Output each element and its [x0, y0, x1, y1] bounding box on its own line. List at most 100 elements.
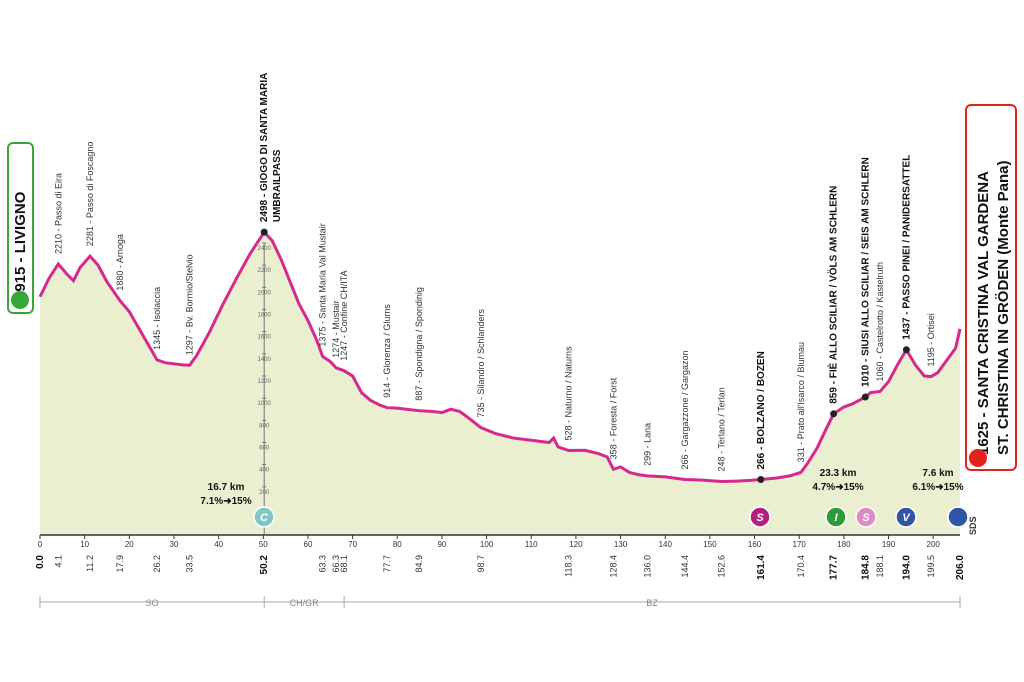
- icon-letter: S: [862, 512, 870, 524]
- region-label: CH/GR: [290, 598, 320, 608]
- waypoint-km: 152.6: [717, 555, 727, 578]
- y-tick-label: 800: [259, 423, 270, 429]
- waypoint-label: 1010 - SIUSI ALLO SCILIAR / SEIS AM SCHL…: [860, 157, 871, 387]
- start-label: 1915 - LIVIGNO: [12, 191, 29, 300]
- x-tick-label: 150: [703, 540, 717, 549]
- profile-fill: [40, 232, 960, 535]
- waypoint-km: 66.3: [331, 555, 341, 573]
- waypoint-km: 161.4: [756, 555, 767, 580]
- waypoint-km: 17.9: [115, 555, 125, 573]
- y-tick-label: 1600: [258, 335, 272, 341]
- climb-length: 23.3 km: [820, 468, 857, 479]
- waypoint-dot: [757, 476, 765, 484]
- waypoint-label: 248 - Terlano / Terlan: [717, 387, 727, 471]
- waypoint-label: 528 - Naturno / Naturns: [563, 346, 573, 441]
- y-tick-label: 2400: [258, 246, 272, 252]
- y-tick-label: 1000: [258, 401, 272, 407]
- region-label: BZ: [646, 598, 658, 608]
- region-label: SO: [146, 598, 159, 608]
- endpoint-km: 206.0: [955, 555, 966, 580]
- icon-letter: I: [834, 512, 838, 524]
- icon: [825, 506, 847, 528]
- waypoint-km: 11.2: [85, 555, 95, 572]
- y-tick-label: 2000: [258, 290, 272, 296]
- x-tick-label: 40: [214, 540, 223, 549]
- x-tick-label: 60: [304, 540, 313, 549]
- climb-gradient: 4.7%➜15%: [812, 482, 863, 493]
- y-tick-label: 1800: [258, 313, 272, 319]
- waypoint-label: 299 - Lana: [642, 423, 652, 466]
- climb-length: 7.6 km: [922, 468, 953, 479]
- x-tick-label: 190: [882, 540, 896, 549]
- x-tick-label: 170: [793, 540, 807, 549]
- start-box: [7, 142, 34, 314]
- waypoint-label: 1880 - Arnoga: [115, 234, 125, 291]
- waypoint-label: 1345 - Isolaccia: [152, 287, 162, 350]
- climb-gradient: 6.1%➜15%: [912, 482, 963, 493]
- x-tick-label: 110: [525, 540, 538, 549]
- icon-letter: V: [902, 512, 911, 524]
- y-tick-label: 400: [259, 468, 270, 474]
- sds-label: SDS: [968, 516, 978, 535]
- waypoint-km: 26.2: [152, 555, 162, 573]
- waypoint-km: 50.2: [259, 555, 270, 575]
- x-tick-label: 100: [480, 540, 494, 549]
- waypoint-label: 1060 - Castelrotto / Kastelruth: [875, 262, 885, 382]
- waypoint-label: UMBRAILPASS: [272, 149, 283, 222]
- waypoint-label: 887 - Spondigna / Spondinig: [414, 287, 424, 401]
- icon: [253, 506, 275, 528]
- x-tick-label: 0: [38, 540, 43, 549]
- waypoint-label: 735 - Silandro / Schlanders: [476, 308, 486, 417]
- x-tick-label: 200: [927, 540, 941, 549]
- waypoint-km: 118.3: [563, 555, 573, 577]
- icon-letter: C: [260, 512, 269, 524]
- x-tick-label: 30: [170, 540, 179, 549]
- finish-label: 1625 - SANTA CRISTINA VAL GARDENA: [975, 171, 992, 455]
- waypoint-km: 144.4: [680, 555, 690, 578]
- waypoint-label: 1297 - Bv. Bormio/Stelvio: [185, 254, 195, 355]
- waypoint-km: 77.7: [382, 555, 392, 573]
- waypoint-km: 84.9: [414, 555, 424, 573]
- waypoint-km: 4.1: [53, 555, 63, 568]
- finish-label: ST. CHRISTINA IN GRÖDEN (Monte Pana): [995, 161, 1012, 455]
- waypoint-km: 68.1: [339, 555, 349, 573]
- waypoint-label: 914 - Glorenza / Glurns: [382, 304, 392, 398]
- finish-box: [965, 104, 1017, 471]
- waypoint-label: 859 - FIÈ ALLO SCILIAR / VÖLS AM SCHLERN: [827, 186, 840, 404]
- waypoint-label: 358 - Foresta / Forst: [608, 377, 618, 459]
- waypoint-label: 1375 - Santa Maria Val Mustair: [318, 223, 328, 346]
- start-icon: [11, 291, 29, 309]
- x-tick-label: 180: [837, 540, 851, 549]
- waypoint-label: 1247 - Confine CH/ITA: [339, 270, 349, 360]
- waypoint-km: 184.8: [860, 555, 871, 580]
- x-tick-label: 130: [614, 540, 628, 549]
- waypoint-km: 128.4: [608, 555, 618, 578]
- waypoint-km: 33.5: [185, 555, 195, 573]
- waypoint-label: 266 - BOLZANO / BOZEN: [756, 351, 767, 469]
- climb-length: 16.7 km: [208, 482, 245, 493]
- waypoint-dot: [830, 410, 838, 418]
- x-tick-label: 20: [125, 540, 134, 549]
- waypoint-label: 2210 - Passo di Eira: [53, 173, 63, 254]
- x-tick-label: 80: [393, 540, 402, 549]
- waypoint-label: 2498 - GIOGO DI SANTA MARIA: [259, 73, 270, 222]
- icon: [947, 506, 969, 528]
- finish-icon: [969, 449, 987, 467]
- waypoint-km: 194.0: [901, 555, 912, 580]
- waypoint-dot: [902, 346, 910, 354]
- waypoint-dot: [861, 393, 869, 401]
- climb-gradient: 7.1%➜15%: [200, 496, 251, 507]
- x-tick-label: 90: [437, 540, 446, 549]
- waypoint-km: 98.7: [476, 555, 486, 573]
- x-tick-label: 50: [259, 540, 268, 549]
- icon-letter: S: [756, 512, 764, 524]
- waypoint-km: 177.7: [829, 555, 840, 580]
- waypoint-label: 1437 - PASSO PINEI / PANIDERSATTEL: [901, 155, 912, 340]
- waypoint-label: 331 - Prato all'Isarco / Blumau: [796, 342, 806, 462]
- x-tick-label: 140: [659, 540, 673, 549]
- waypoint-dot: [260, 228, 268, 236]
- waypoint-label: 1274 - Mustair: [331, 300, 341, 358]
- x-tick-label: 120: [569, 540, 583, 549]
- y-tick-label: 1200: [258, 379, 272, 385]
